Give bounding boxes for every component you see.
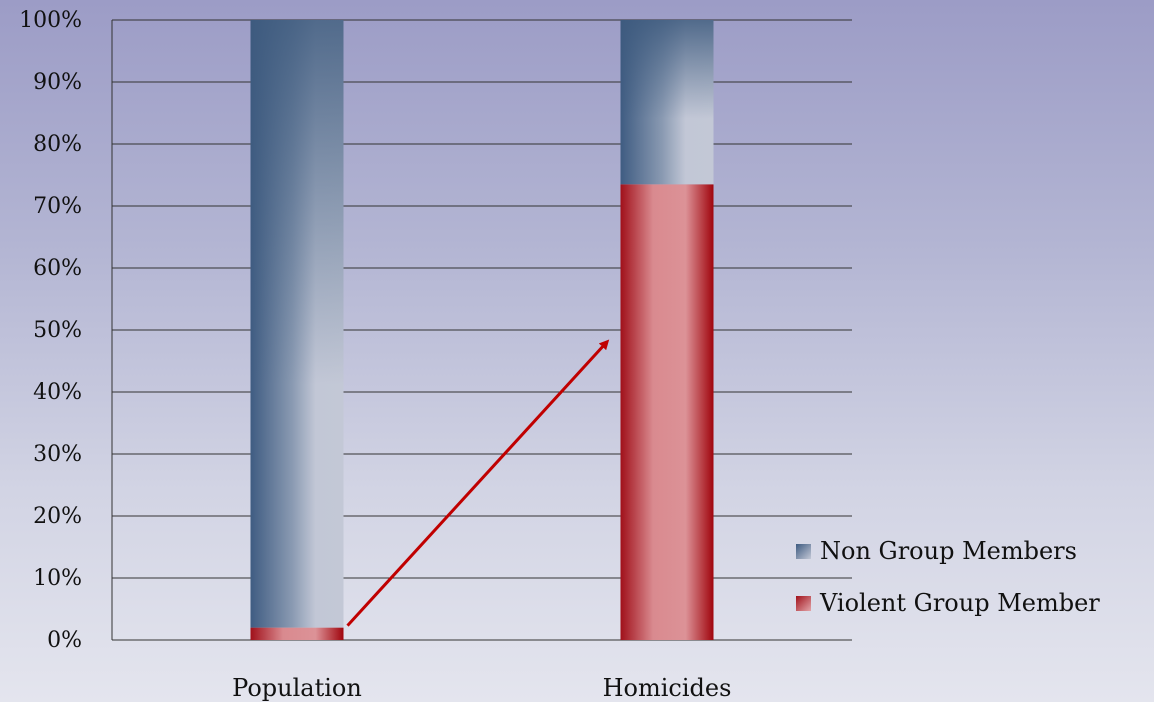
y-tick-label: 30% (33, 442, 82, 467)
legend-swatch (796, 544, 811, 559)
bar-shading (620, 20, 714, 185)
y-tick-label: 90% (33, 70, 82, 95)
gridlines (111, 19, 852, 641)
y-tick-label: 10% (33, 566, 82, 591)
y-tick-label: 80% (33, 132, 82, 157)
y-tick-label: 0% (47, 628, 82, 653)
annotations (346, 339, 610, 627)
y-tick-label: 20% (33, 504, 82, 529)
y-tick-label: 40% (33, 380, 82, 405)
legend-label: Non Group Members (820, 537, 1077, 565)
legend-swatch (796, 596, 811, 611)
y-tick-label: 70% (33, 194, 82, 219)
y-tick-label: 60% (33, 256, 82, 281)
y-tick-label: 50% (33, 318, 82, 343)
x-category-label: Homicides (603, 674, 732, 702)
bar-homicides-violent-group-member (620, 184, 714, 641)
y-tick-label: 100% (19, 8, 82, 33)
x-category-label: Population (232, 674, 362, 702)
legend-label: Violent Group Member (819, 589, 1100, 617)
x-axis-labels: Population Homicides (232, 674, 731, 702)
bar-population-violent-group-member (250, 627, 344, 640)
bar-shading (250, 20, 344, 628)
y-axis-ticks: 0% 10% 20% 30% 40% 50% 60% 70% 80% 90% 100% (19, 8, 82, 653)
arrow-annotation (346, 339, 610, 627)
bars (250, 20, 714, 641)
legend: Non Group Members Violent Group Member (796, 537, 1100, 617)
